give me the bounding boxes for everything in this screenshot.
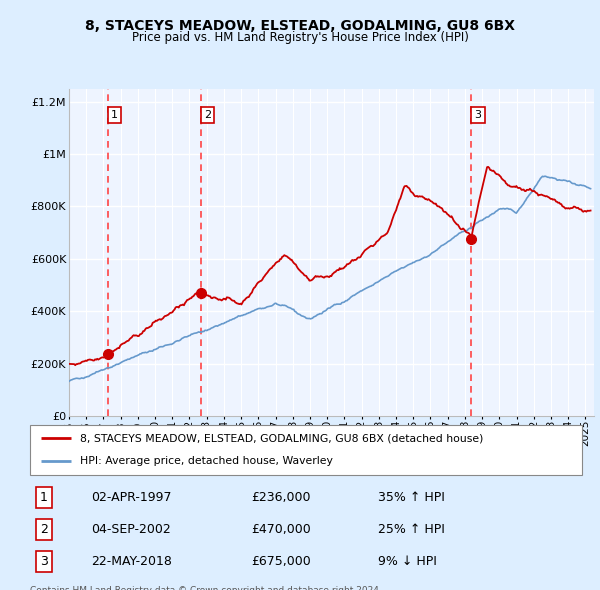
Text: 04-SEP-2002: 04-SEP-2002 (91, 523, 170, 536)
Text: £675,000: £675,000 (251, 555, 311, 568)
Text: 9% ↓ HPI: 9% ↓ HPI (378, 555, 437, 568)
FancyBboxPatch shape (30, 425, 582, 475)
Text: HPI: Average price, detached house, Waverley: HPI: Average price, detached house, Wave… (80, 457, 332, 467)
Text: 2: 2 (40, 523, 48, 536)
Text: 8, STACEYS MEADOW, ELSTEAD, GODALMING, GU8 6BX (detached house): 8, STACEYS MEADOW, ELSTEAD, GODALMING, G… (80, 433, 483, 443)
Text: 1: 1 (40, 491, 48, 504)
Text: 3: 3 (40, 555, 48, 568)
Text: 35% ↑ HPI: 35% ↑ HPI (378, 491, 445, 504)
Text: Price paid vs. HM Land Registry's House Price Index (HPI): Price paid vs. HM Land Registry's House … (131, 31, 469, 44)
Text: Contains HM Land Registry data © Crown copyright and database right 2024.: Contains HM Land Registry data © Crown c… (30, 586, 382, 590)
Text: 1: 1 (111, 110, 118, 120)
Text: 2: 2 (204, 110, 211, 120)
Text: £470,000: £470,000 (251, 523, 311, 536)
Text: 25% ↑ HPI: 25% ↑ HPI (378, 523, 445, 536)
Text: £236,000: £236,000 (251, 491, 310, 504)
Text: 8, STACEYS MEADOW, ELSTEAD, GODALMING, GU8 6BX: 8, STACEYS MEADOW, ELSTEAD, GODALMING, G… (85, 19, 515, 33)
Text: 02-APR-1997: 02-APR-1997 (91, 491, 171, 504)
Text: 3: 3 (475, 110, 482, 120)
Text: 22-MAY-2018: 22-MAY-2018 (91, 555, 172, 568)
